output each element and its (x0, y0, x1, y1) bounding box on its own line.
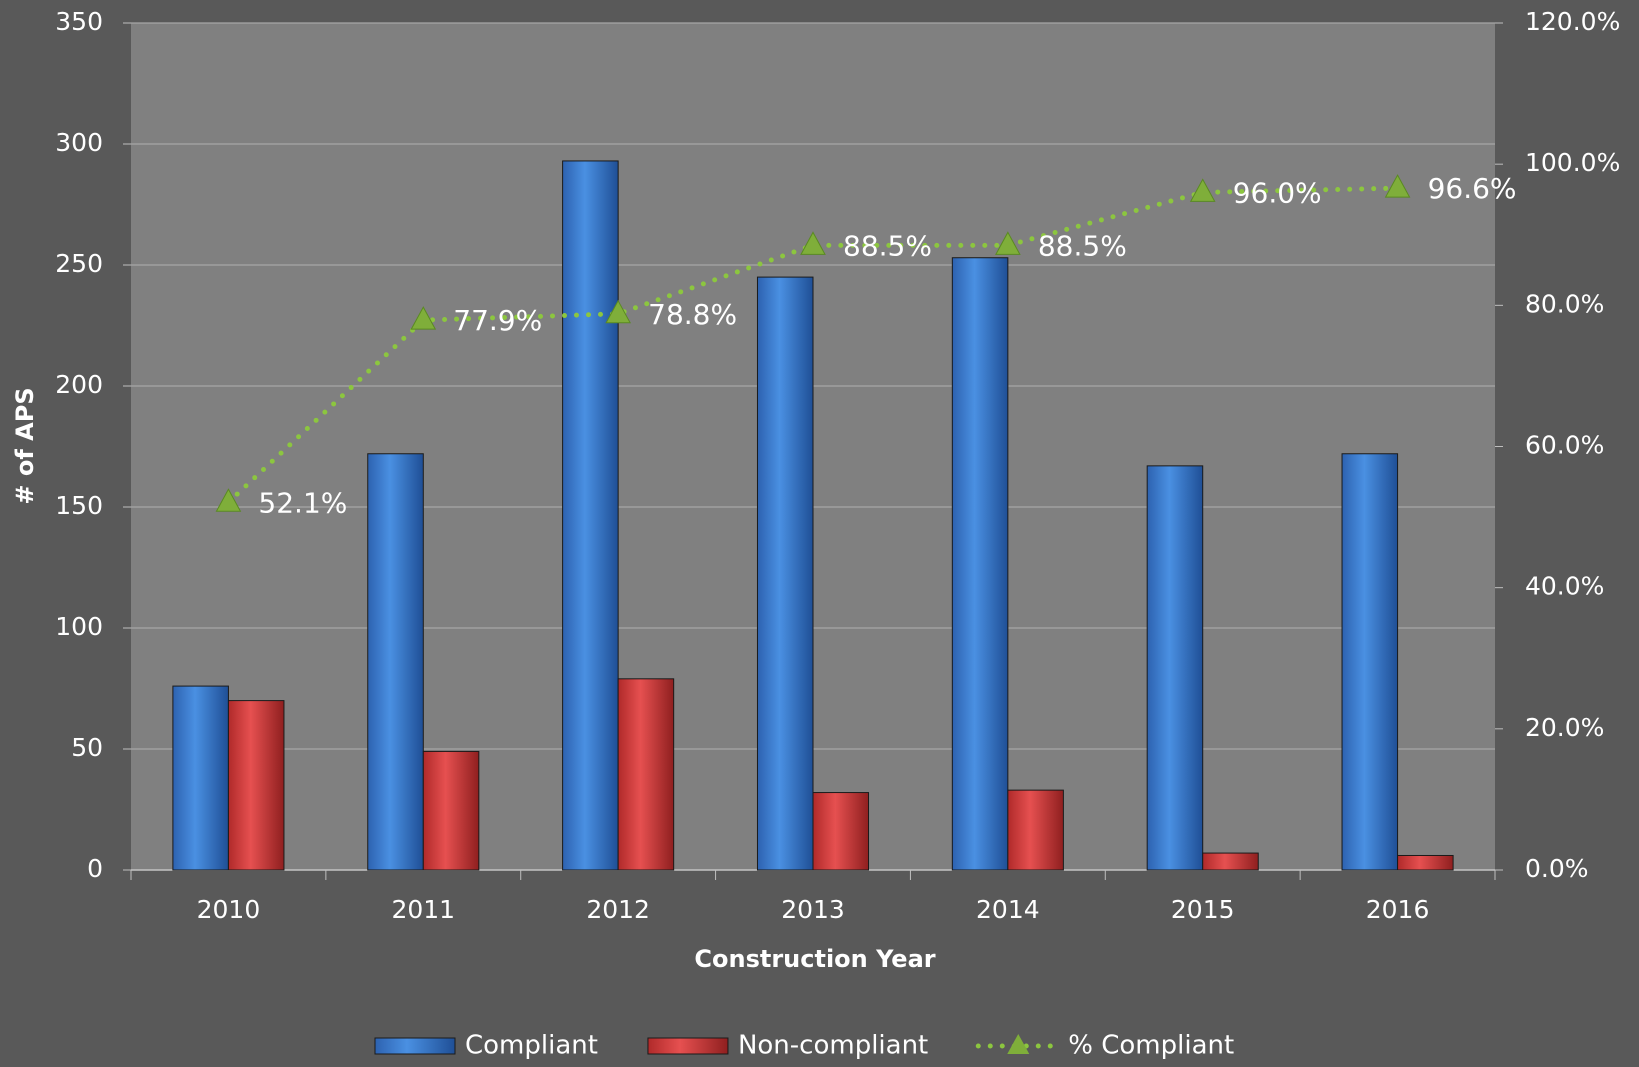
bar (1397, 854, 1454, 871)
y-axis-title: # of APS (11, 387, 39, 504)
data-label: 88.5% (843, 229, 932, 262)
legend-swatch (647, 1037, 729, 1055)
marker (410, 306, 437, 330)
bar (422, 750, 480, 871)
bar (812, 792, 870, 871)
marker (215, 488, 242, 512)
data-label: 52.1% (258, 486, 347, 519)
y-tick-label: 250 (55, 249, 103, 278)
bar (951, 257, 1009, 871)
data-label: 77.9% (453, 304, 542, 337)
marker (605, 299, 631, 324)
y2-tick-label: 20.0% (1525, 713, 1604, 742)
legend-marker (1007, 1034, 1030, 1054)
y2-tick-label: 100.0% (1525, 148, 1620, 177)
marker (1384, 174, 1411, 198)
bar (1341, 453, 1399, 871)
y-tick-label: 50 (71, 733, 103, 762)
bar (562, 160, 619, 871)
y-tick-label: 350 (55, 7, 103, 36)
x-tick-label: 2014 (976, 895, 1040, 924)
data-label: 78.8% (648, 298, 737, 331)
legend-label: Compliant (465, 1031, 598, 1061)
legend-label: Non-compliant (738, 1031, 928, 1061)
marker (1189, 178, 1216, 202)
data-label: 96.6% (1428, 172, 1517, 205)
bar (617, 678, 675, 871)
x-tick-label: 2016 (1366, 895, 1430, 924)
data-label: 96.0% (1233, 176, 1322, 209)
bar (172, 685, 229, 871)
marker (800, 231, 826, 255)
bar (1007, 789, 1064, 871)
bar (756, 276, 814, 871)
x-tick-label: 2013 (781, 895, 845, 924)
y2-tick-label: 60.0% (1525, 431, 1604, 460)
y-tick-label: 100 (55, 612, 103, 641)
legend-label: % Compliant (1068, 1031, 1234, 1061)
x-tick-label: 2011 (391, 895, 455, 924)
marker (995, 231, 1021, 255)
y2-tick-label: 120.0% (1525, 7, 1620, 36)
y-tick-label: 200 (55, 370, 103, 399)
y-tick-label: 0 (87, 854, 103, 883)
y2-tick-label: 0.0% (1525, 854, 1589, 883)
x-tick-label: 2012 (586, 895, 650, 924)
data-label: 88.5% (1038, 229, 1127, 262)
bar (1202, 852, 1259, 871)
y-tick-label: 150 (55, 491, 103, 520)
legend-swatch (374, 1037, 456, 1055)
y2-tick-label: 40.0% (1525, 572, 1604, 601)
y-tick-label: 300 (55, 128, 103, 157)
bar (367, 453, 424, 871)
bar (1146, 465, 1204, 871)
x-tick-label: 2010 (197, 895, 261, 924)
bar (227, 700, 285, 871)
x-axis-title: Construction Year (694, 945, 935, 973)
x-tick-label: 2015 (1171, 895, 1235, 924)
y2-tick-label: 80.0% (1525, 289, 1604, 318)
